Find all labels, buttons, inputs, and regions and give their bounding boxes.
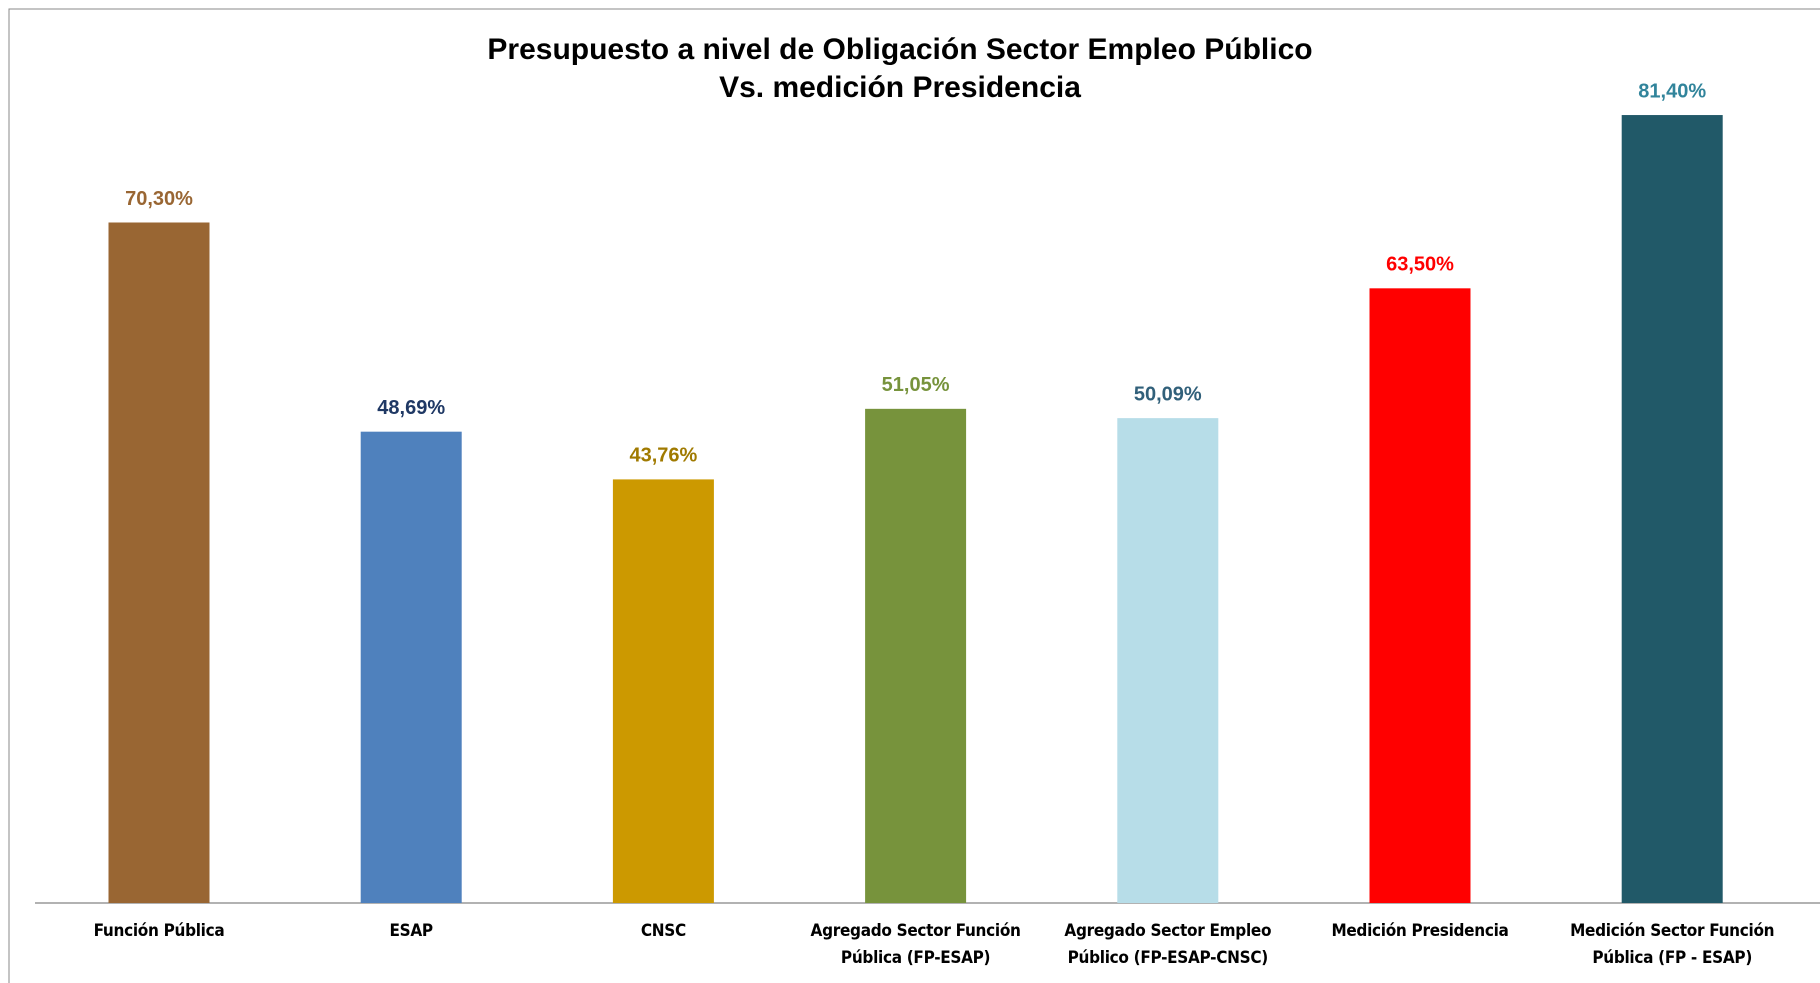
chart-subtitle: Vs. medición Presidencia — [719, 71, 1081, 104]
bar — [865, 408, 967, 903]
x-tick-label: ESAP — [389, 921, 434, 941]
chart-title: Presupuesto a nivel de Obligación Sector… — [487, 33, 1312, 66]
x-tick-label: Medición Presidencia — [1331, 921, 1509, 941]
x-tick-label: Agregado Sector Función Pública (FP-ESAP… — [810, 921, 1021, 968]
x-tick-label: Función Pública — [93, 921, 225, 941]
bar — [108, 222, 210, 904]
bar — [360, 431, 462, 903]
data-label: 48,69% — [377, 397, 445, 419]
bar — [1621, 115, 1723, 904]
data-label: 43,76% — [629, 445, 697, 467]
chart-frame — [8, 8, 1820, 983]
data-label: 63,50% — [1386, 254, 1454, 276]
bar — [1117, 418, 1219, 903]
data-label: 50,09% — [1134, 383, 1202, 405]
x-tick-label: Medición Sector Función Pública (FP - ES… — [1570, 921, 1775, 968]
x-tick-label: CNSC — [640, 921, 686, 941]
x-tick-label: Agregado Sector Empleo Público (FP-ESAP-… — [1064, 921, 1272, 968]
bar — [612, 479, 714, 903]
data-label: 81,40% — [1638, 80, 1706, 102]
data-label: 70,30% — [125, 188, 193, 210]
data-label: 51,05% — [882, 374, 950, 396]
bar — [1369, 288, 1471, 903]
